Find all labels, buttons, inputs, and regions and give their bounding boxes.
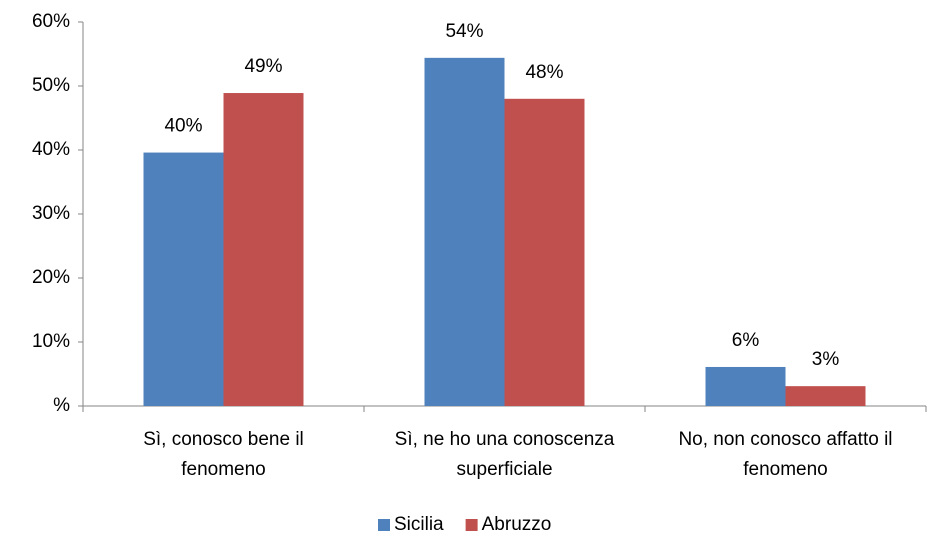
y-tick-label: 10%	[32, 331, 70, 352]
data-label: 3%	[812, 349, 840, 370]
bar	[223, 93, 304, 406]
bar	[504, 98, 585, 407]
bar	[143, 152, 224, 406]
y-tick-label: 50%	[32, 75, 70, 96]
data-label: 40%	[164, 116, 202, 137]
x-tick-label: Sì, ne ho una conoscenza	[395, 429, 615, 450]
y-tick-label: 20%	[32, 267, 70, 288]
y-tick-label: 60%	[32, 11, 70, 32]
bar	[424, 57, 505, 407]
x-tick-label: Sì, conosco bene il	[143, 429, 304, 450]
y-tick-label: 40%	[32, 139, 70, 160]
data-label: 49%	[244, 56, 282, 77]
x-tick-label: No, non conosco affatto il	[678, 429, 892, 450]
y-tick-label: 30%	[32, 203, 70, 224]
x-tick-label: fenomeno	[743, 459, 828, 480]
legend-label: Abruzzo	[482, 514, 552, 535]
bar	[705, 366, 786, 406]
data-label: 54%	[445, 21, 483, 42]
x-tick-label: fenomeno	[181, 459, 266, 480]
data-label: 6%	[732, 330, 760, 351]
y-tick-label: %	[53, 395, 70, 416]
bar	[785, 386, 866, 406]
legend-label: Sicilia	[394, 514, 444, 535]
x-tick-label: superficiale	[456, 459, 552, 480]
data-label: 48%	[525, 62, 563, 83]
legend-swatch	[465, 519, 478, 531]
legend-swatch	[378, 519, 390, 531]
